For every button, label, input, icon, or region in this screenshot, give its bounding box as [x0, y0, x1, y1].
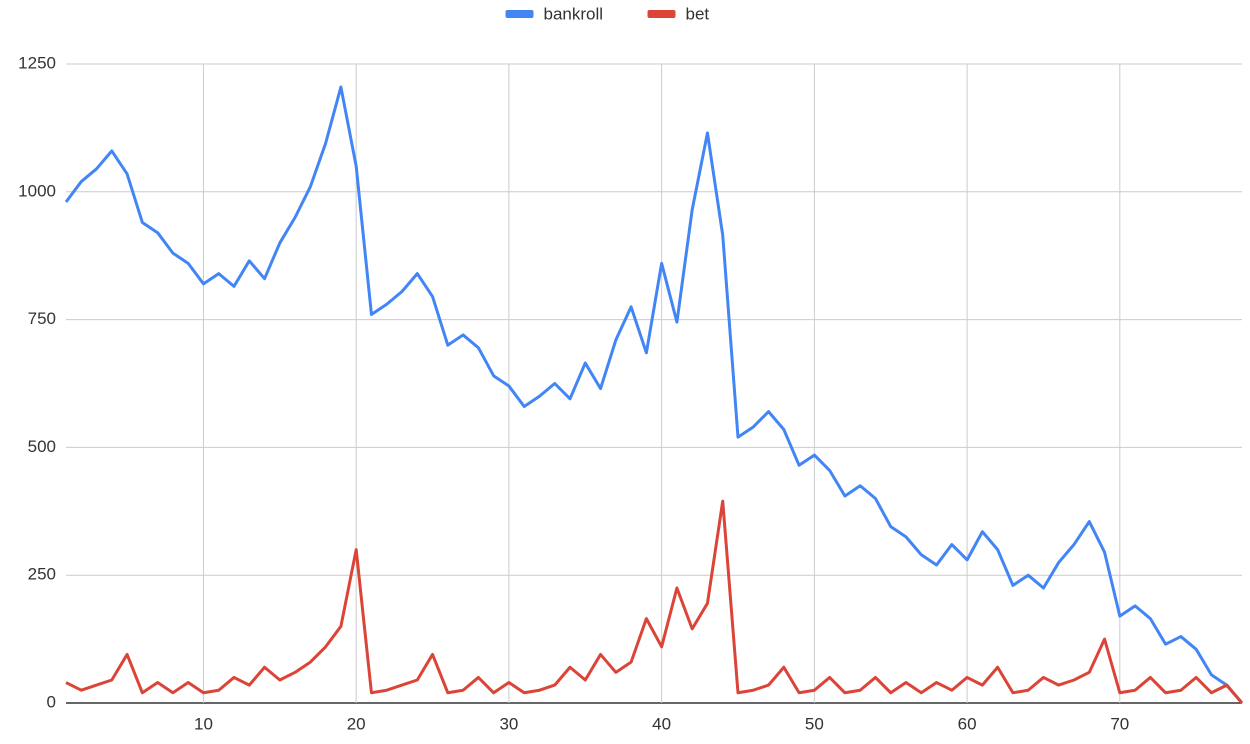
x-tick-label: 20: [347, 714, 366, 733]
series-line: [64, 85, 1244, 704]
legend-swatch: [505, 10, 534, 18]
x-tick-label: 10: [194, 714, 213, 733]
x-tick-label: 60: [958, 714, 977, 733]
x-tick-label: 40: [652, 714, 671, 733]
x-tick-label: 50: [805, 714, 824, 733]
y-tick-label: 250: [28, 565, 56, 584]
x-tick-label: 70: [1110, 714, 1129, 733]
y-tick-label: 500: [28, 437, 56, 456]
y-tick-label: 1000: [18, 181, 56, 200]
x-tick-label: 30: [499, 714, 518, 733]
legend-swatch: [647, 10, 676, 18]
y-tick-label: 1250: [18, 53, 56, 72]
legend-label: bet: [686, 4, 710, 23]
y-tick-label: 750: [28, 309, 56, 328]
y-tick-label: 0: [47, 692, 56, 711]
series-line: [65, 499, 1244, 704]
legend-label: bankroll: [544, 4, 604, 23]
